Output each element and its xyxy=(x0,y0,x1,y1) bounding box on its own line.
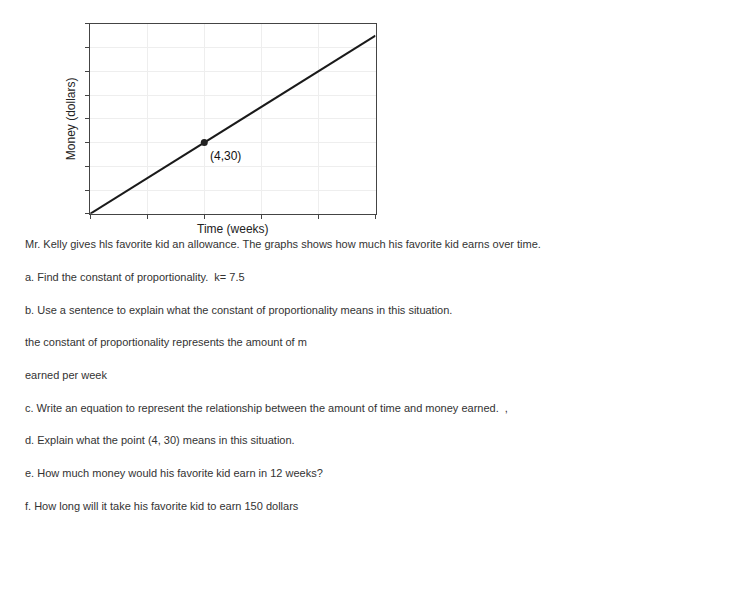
svg-text:e. How much money would his fa: e. How much money would his favorite kid… xyxy=(25,467,323,479)
svg-text:d. Explain what the point (4,: d. Explain what the point (4, 30) means … xyxy=(25,434,295,446)
svg-text:b. Use a sentence to explain w: b. Use a sentence to explain what the co… xyxy=(25,304,452,316)
svg-text:the constant of proportionalit: the constant of proportionality represen… xyxy=(25,336,307,348)
svg-text:Time (weeks): Time (weeks) xyxy=(197,222,269,236)
svg-text:Money (dollars): Money (dollars) xyxy=(64,77,78,160)
svg-text:earned per week: earned per week xyxy=(25,369,107,381)
svg-text:(4,30): (4,30) xyxy=(210,149,241,163)
svg-text:Mr. Kelly gives hls favorite k: Mr. Kelly gives hls favorite kid an allo… xyxy=(25,238,541,250)
svg-text:a. Find the constant of propor: a. Find the constant of proportionality.… xyxy=(25,271,245,283)
svg-text:c. Write an equation to repres: c. Write an equation to represent the re… xyxy=(25,402,508,414)
svg-text:f. How long will it take his f: f. How long will it take his favorite ki… xyxy=(25,500,299,512)
